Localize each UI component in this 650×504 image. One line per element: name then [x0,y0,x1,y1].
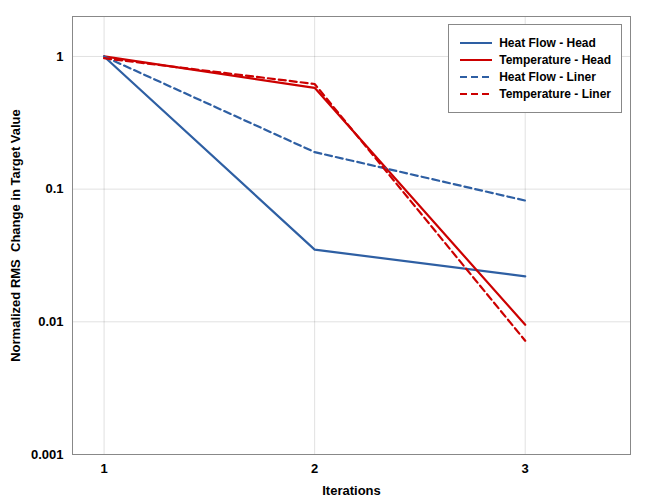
svg-text:3: 3 [522,461,529,476]
html-text:Heat Flow - Liner: Heat Flow - Liner [499,70,596,84]
svg-text:1: 1 [100,461,107,476]
svg-text:Normalized RMS Change in Targ: Normalized RMS Change in Target Value [8,109,23,362]
svg-text:2: 2 [311,461,318,476]
svg-text:0.1: 0.1 [45,181,63,196]
svg-text:1: 1 [56,49,63,64]
svg-text:0.001: 0.001 [31,447,64,462]
html-text:Temperature - Head: Temperature - Head [499,53,611,67]
svg-text:0.01: 0.01 [38,314,63,329]
html-text:Temperature - Liner: Temperature - Liner [499,87,611,101]
svg-text:Iterations: Iterations [322,483,381,498]
html-text:Heat Flow - Head: Heat Flow - Head [499,36,596,50]
